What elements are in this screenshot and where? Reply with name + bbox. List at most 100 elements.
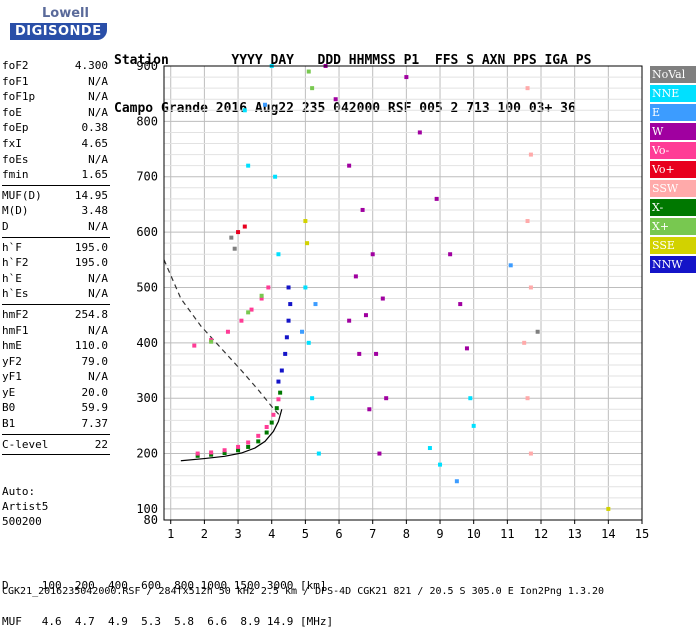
param-row: C-level 22 — [2, 437, 108, 453]
echo-point — [236, 230, 241, 235]
echo-point — [310, 86, 315, 91]
param-name: hmF1 — [2, 323, 29, 337]
param-row: h`Es N/A — [2, 286, 108, 302]
echo-point — [229, 235, 234, 240]
y-tick-label: 200 — [136, 447, 158, 461]
param-value: N/A — [88, 219, 108, 233]
echo-point — [256, 433, 261, 438]
echo-point — [278, 390, 283, 395]
echo-point — [522, 340, 527, 345]
x-tick-label: 11 — [500, 527, 514, 541]
param-name: h`Es — [2, 287, 29, 301]
plot-grid — [164, 65, 643, 520]
echo-point — [266, 285, 271, 290]
x-tick-label: 12 — [534, 527, 548, 541]
echo-point — [232, 246, 237, 251]
echo-point — [448, 252, 453, 257]
autoscaling-info: Auto: Artist5 500200 — [2, 484, 48, 529]
echo-point — [242, 108, 247, 113]
echo-point — [283, 351, 288, 356]
x-tick-label: 5 — [302, 527, 309, 541]
param-value: 4.300 — [74, 59, 108, 72]
x-tick-label: 8 — [403, 527, 410, 541]
echo-point — [434, 196, 439, 201]
param-name: B1 — [2, 417, 16, 431]
echo-point — [313, 302, 318, 307]
y-tick-label: 300 — [136, 391, 158, 405]
y-tick-label: 80 — [144, 513, 158, 527]
echo-point — [528, 285, 533, 290]
param-name: hmF2 — [2, 307, 29, 321]
echo-point — [271, 412, 276, 417]
echo-point — [360, 207, 365, 212]
echo-point — [288, 302, 293, 307]
echo-point — [192, 343, 197, 348]
param-value: N/A — [88, 370, 108, 384]
legend-item-nnw: NNW — [650, 256, 696, 273]
echo-point — [225, 329, 230, 334]
param-name: yE — [2, 385, 16, 399]
x-tick-label: 10 — [466, 527, 480, 541]
param-separator — [2, 303, 110, 305]
param-value: N/A — [88, 152, 108, 166]
param-row: foF1p N/A — [2, 89, 108, 105]
param-separator — [2, 454, 110, 456]
legend-item-x-: X+ — [650, 218, 696, 235]
echo-point — [236, 448, 241, 453]
echo-point — [468, 396, 473, 401]
logo-line1: Lowell — [42, 6, 89, 21]
param-value: 195.0 — [74, 240, 108, 254]
param-row: hmE 110.0 — [2, 338, 108, 354]
true-height-profile — [180, 409, 283, 462]
param-separator — [2, 433, 110, 435]
echo-point — [316, 451, 321, 456]
echo-point — [264, 424, 269, 429]
echo-point — [471, 423, 476, 428]
echo-point — [306, 69, 311, 74]
echo-point — [262, 102, 267, 107]
y-tick-label: 400 — [136, 336, 158, 350]
param-row: fxI 4.65 — [2, 136, 108, 152]
param-name: foEp — [2, 121, 29, 135]
logo-line2: DIGISONDE — [10, 23, 107, 40]
echo-point — [374, 351, 379, 356]
echo-point — [246, 440, 251, 445]
file-info-footer: CGK21_2016235042000.RSF / 284fx512h 50 k… — [2, 586, 605, 597]
distance-row: D 100 200 400 600 800 1000 1500 3000 [km… — [2, 579, 327, 592]
param-row: foEs N/A — [2, 152, 108, 168]
muf-row: MUF 4.6 4.7 4.9 5.3 5.8 6.6 8.9 14.9 [MH… — [2, 615, 334, 628]
header-labels: Station YYYY DAY DDD HHMMSS P1 FFS S AXN… — [114, 53, 592, 68]
param-value: 22 — [94, 437, 108, 451]
y-tick-label: 700 — [136, 170, 158, 184]
echo-point — [363, 313, 368, 318]
param-name: h`E — [2, 271, 22, 285]
echo-point — [286, 285, 291, 290]
param-value: 254.8 — [74, 307, 108, 321]
param-row: fmin 1.65 — [2, 167, 108, 183]
echo-point — [259, 293, 264, 298]
x-tick-label: 1 — [167, 527, 174, 541]
y-tick-label: 500 — [136, 280, 158, 294]
param-value: 79.0 — [81, 354, 109, 368]
echo-point — [209, 450, 214, 455]
echo-point — [246, 444, 251, 449]
legend-item-vo-: Vo+ — [650, 161, 696, 178]
echo-point — [525, 86, 530, 91]
param-row: foF1 N/A — [2, 74, 108, 90]
echo-point — [209, 452, 214, 457]
echo-point — [195, 451, 200, 456]
param-value: 3.48 — [81, 204, 109, 218]
param-row: yF1 N/A — [2, 369, 108, 385]
param-value: N/A — [88, 271, 108, 285]
param-name: hmE — [2, 339, 22, 353]
x-tick-label: 9 — [436, 527, 443, 541]
echo-point — [239, 318, 244, 323]
param-value: 14.95 — [74, 188, 108, 202]
echo-point — [273, 174, 278, 179]
param-value: N/A — [88, 90, 108, 104]
echo-point — [427, 446, 432, 451]
echo-point — [236, 444, 241, 449]
echo-point — [303, 219, 308, 224]
echo-point — [357, 351, 362, 356]
y-tick-label: 900 — [136, 59, 158, 73]
